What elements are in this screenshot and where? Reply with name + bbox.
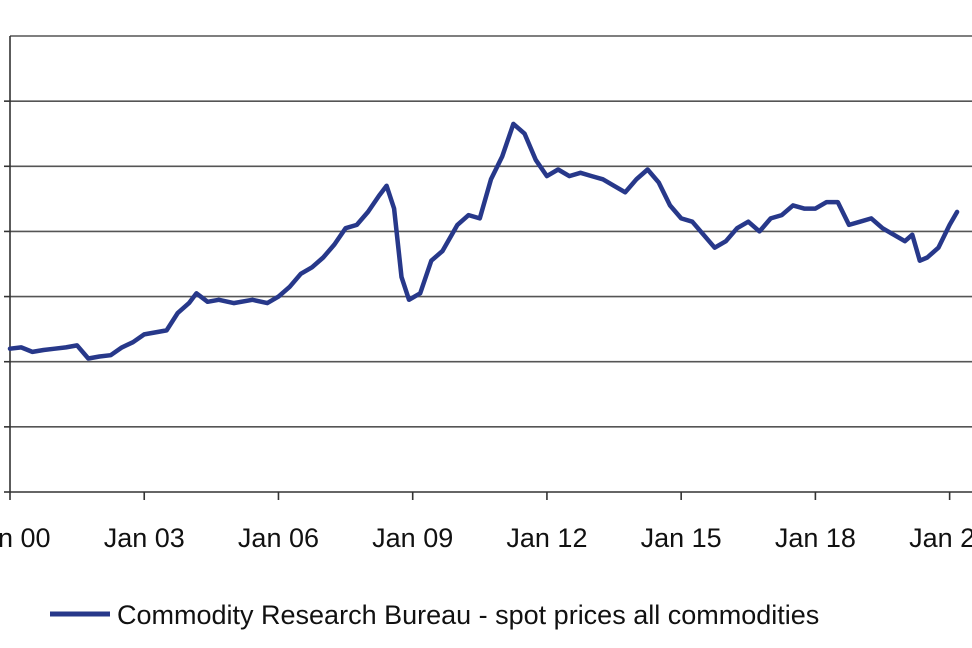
axes xyxy=(4,36,972,493)
gridlines xyxy=(10,35,972,428)
x-tick-label: Jan 03 xyxy=(104,523,185,553)
series-line xyxy=(7,121,960,361)
legend-label: Commodity Research Bureau - spot prices … xyxy=(117,600,819,630)
legend: Commodity Research Bureau - spot prices … xyxy=(50,600,819,630)
x-axis-ticks: Jan 00 Jan 03 Jan 06 Jan 09 Jan 12 Jan 15 Jan … xyxy=(0,492,972,553)
x-tick-label: Jan 12 xyxy=(506,523,587,553)
x-tick-label: Jan 09 xyxy=(372,523,453,553)
x-tick-label: Jan 21 xyxy=(909,523,972,553)
x-tick-label: Jan 00 xyxy=(0,523,51,553)
x-tick-label: Jan 06 xyxy=(238,523,319,553)
x-tick-label: Jan 18 xyxy=(775,523,856,553)
series-layer xyxy=(7,121,960,361)
x-tick-label: Jan 15 xyxy=(641,523,722,553)
